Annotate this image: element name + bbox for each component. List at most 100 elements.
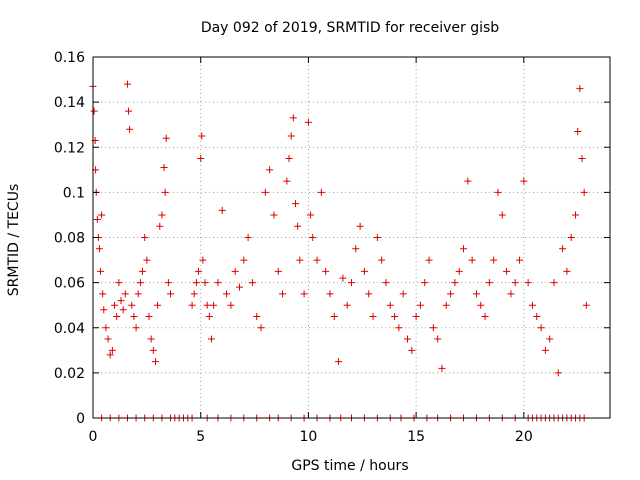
data-point [164, 279, 172, 287]
data-point [330, 312, 338, 320]
data-point [438, 364, 446, 372]
data-point [524, 279, 532, 287]
data-point [520, 177, 528, 185]
data-point [266, 166, 274, 174]
data-point [218, 206, 226, 214]
data-point [360, 267, 368, 275]
data-point [412, 312, 420, 320]
data-point [190, 290, 198, 298]
data-point [149, 346, 157, 354]
x-tick-label: 15 [407, 429, 425, 445]
data-point [274, 267, 282, 275]
data-point [554, 369, 562, 377]
data-point [160, 164, 168, 172]
y-tick-label: 0.06 [54, 276, 85, 292]
data-point [477, 301, 485, 309]
data-point [111, 301, 119, 309]
data-point [231, 267, 239, 275]
data-point [115, 279, 123, 287]
data-point [132, 324, 140, 332]
data-point [97, 267, 105, 275]
data-point [98, 211, 106, 219]
data-point [117, 297, 125, 305]
data-point [404, 335, 412, 343]
data-point [214, 279, 222, 287]
data-points [89, 80, 590, 422]
data-point [391, 312, 399, 320]
y-tick-label: 0.04 [54, 321, 85, 337]
data-point [516, 256, 524, 264]
x-axis-label: GPS time / hours [291, 458, 408, 474]
data-point [507, 290, 515, 298]
data-point [253, 312, 261, 320]
data-point [373, 234, 381, 241]
y-tick-label: 0.02 [54, 366, 85, 382]
data-point [317, 188, 325, 196]
data-point [464, 177, 472, 185]
data-point [503, 267, 511, 275]
data-point [468, 256, 476, 264]
data-point [399, 290, 407, 298]
data-point [576, 85, 584, 93]
data-point [386, 301, 394, 309]
data-point [343, 301, 351, 309]
data-point [167, 290, 175, 298]
x-tick-label: 20 [515, 429, 533, 445]
y-tick-label: 0.16 [54, 50, 85, 66]
data-point [537, 324, 545, 332]
data-point [352, 245, 360, 253]
data-point [408, 346, 416, 354]
data-point [365, 290, 373, 298]
data-point [425, 256, 433, 264]
data-point [261, 188, 269, 196]
data-point [296, 256, 304, 264]
data-point [572, 211, 580, 219]
data-point [546, 335, 554, 343]
data-point [395, 324, 403, 332]
grid-lines [93, 57, 610, 418]
data-point [136, 279, 144, 287]
data-point [199, 256, 207, 264]
data-point [106, 351, 114, 359]
data-point [227, 301, 235, 309]
data-point [369, 312, 377, 320]
data-point [270, 211, 278, 219]
data-point [158, 211, 166, 219]
data-point [285, 155, 293, 163]
data-point [161, 188, 169, 196]
data-point [93, 215, 101, 223]
data-point [188, 301, 196, 309]
data-point [201, 279, 209, 287]
data-point [563, 267, 571, 275]
data-point [154, 301, 162, 309]
y-axis-label: SRMTID / TECUs [6, 184, 22, 297]
data-point [356, 222, 364, 230]
data-point [567, 234, 575, 241]
data-point [90, 107, 98, 115]
data-point [533, 312, 541, 320]
data-point [335, 358, 343, 366]
data-point [147, 335, 155, 343]
data-point [121, 290, 129, 298]
data-point [460, 245, 468, 253]
data-point [248, 279, 256, 287]
data-point [113, 312, 121, 320]
axis-ticks: 0 0.02 0.04 0.06 0.08 0.1 0.12 0.14 0.16 0 5 10 15 20 [54, 50, 610, 445]
data-point [123, 80, 131, 88]
data-point [382, 279, 390, 287]
data-point [339, 274, 347, 282]
data-point [141, 234, 149, 241]
y-tick-label: 0 [76, 411, 85, 427]
y-tick-label: 0.08 [54, 231, 85, 247]
data-point [283, 177, 291, 185]
data-point [130, 312, 138, 320]
data-point [95, 245, 103, 253]
data-point [300, 290, 308, 298]
data-point [139, 267, 147, 275]
data-point [511, 279, 519, 287]
data-point [348, 279, 355, 287]
y-tick-label: 0.12 [54, 140, 85, 156]
data-point [143, 256, 151, 264]
data-point [162, 134, 170, 142]
data-point [287, 132, 295, 140]
